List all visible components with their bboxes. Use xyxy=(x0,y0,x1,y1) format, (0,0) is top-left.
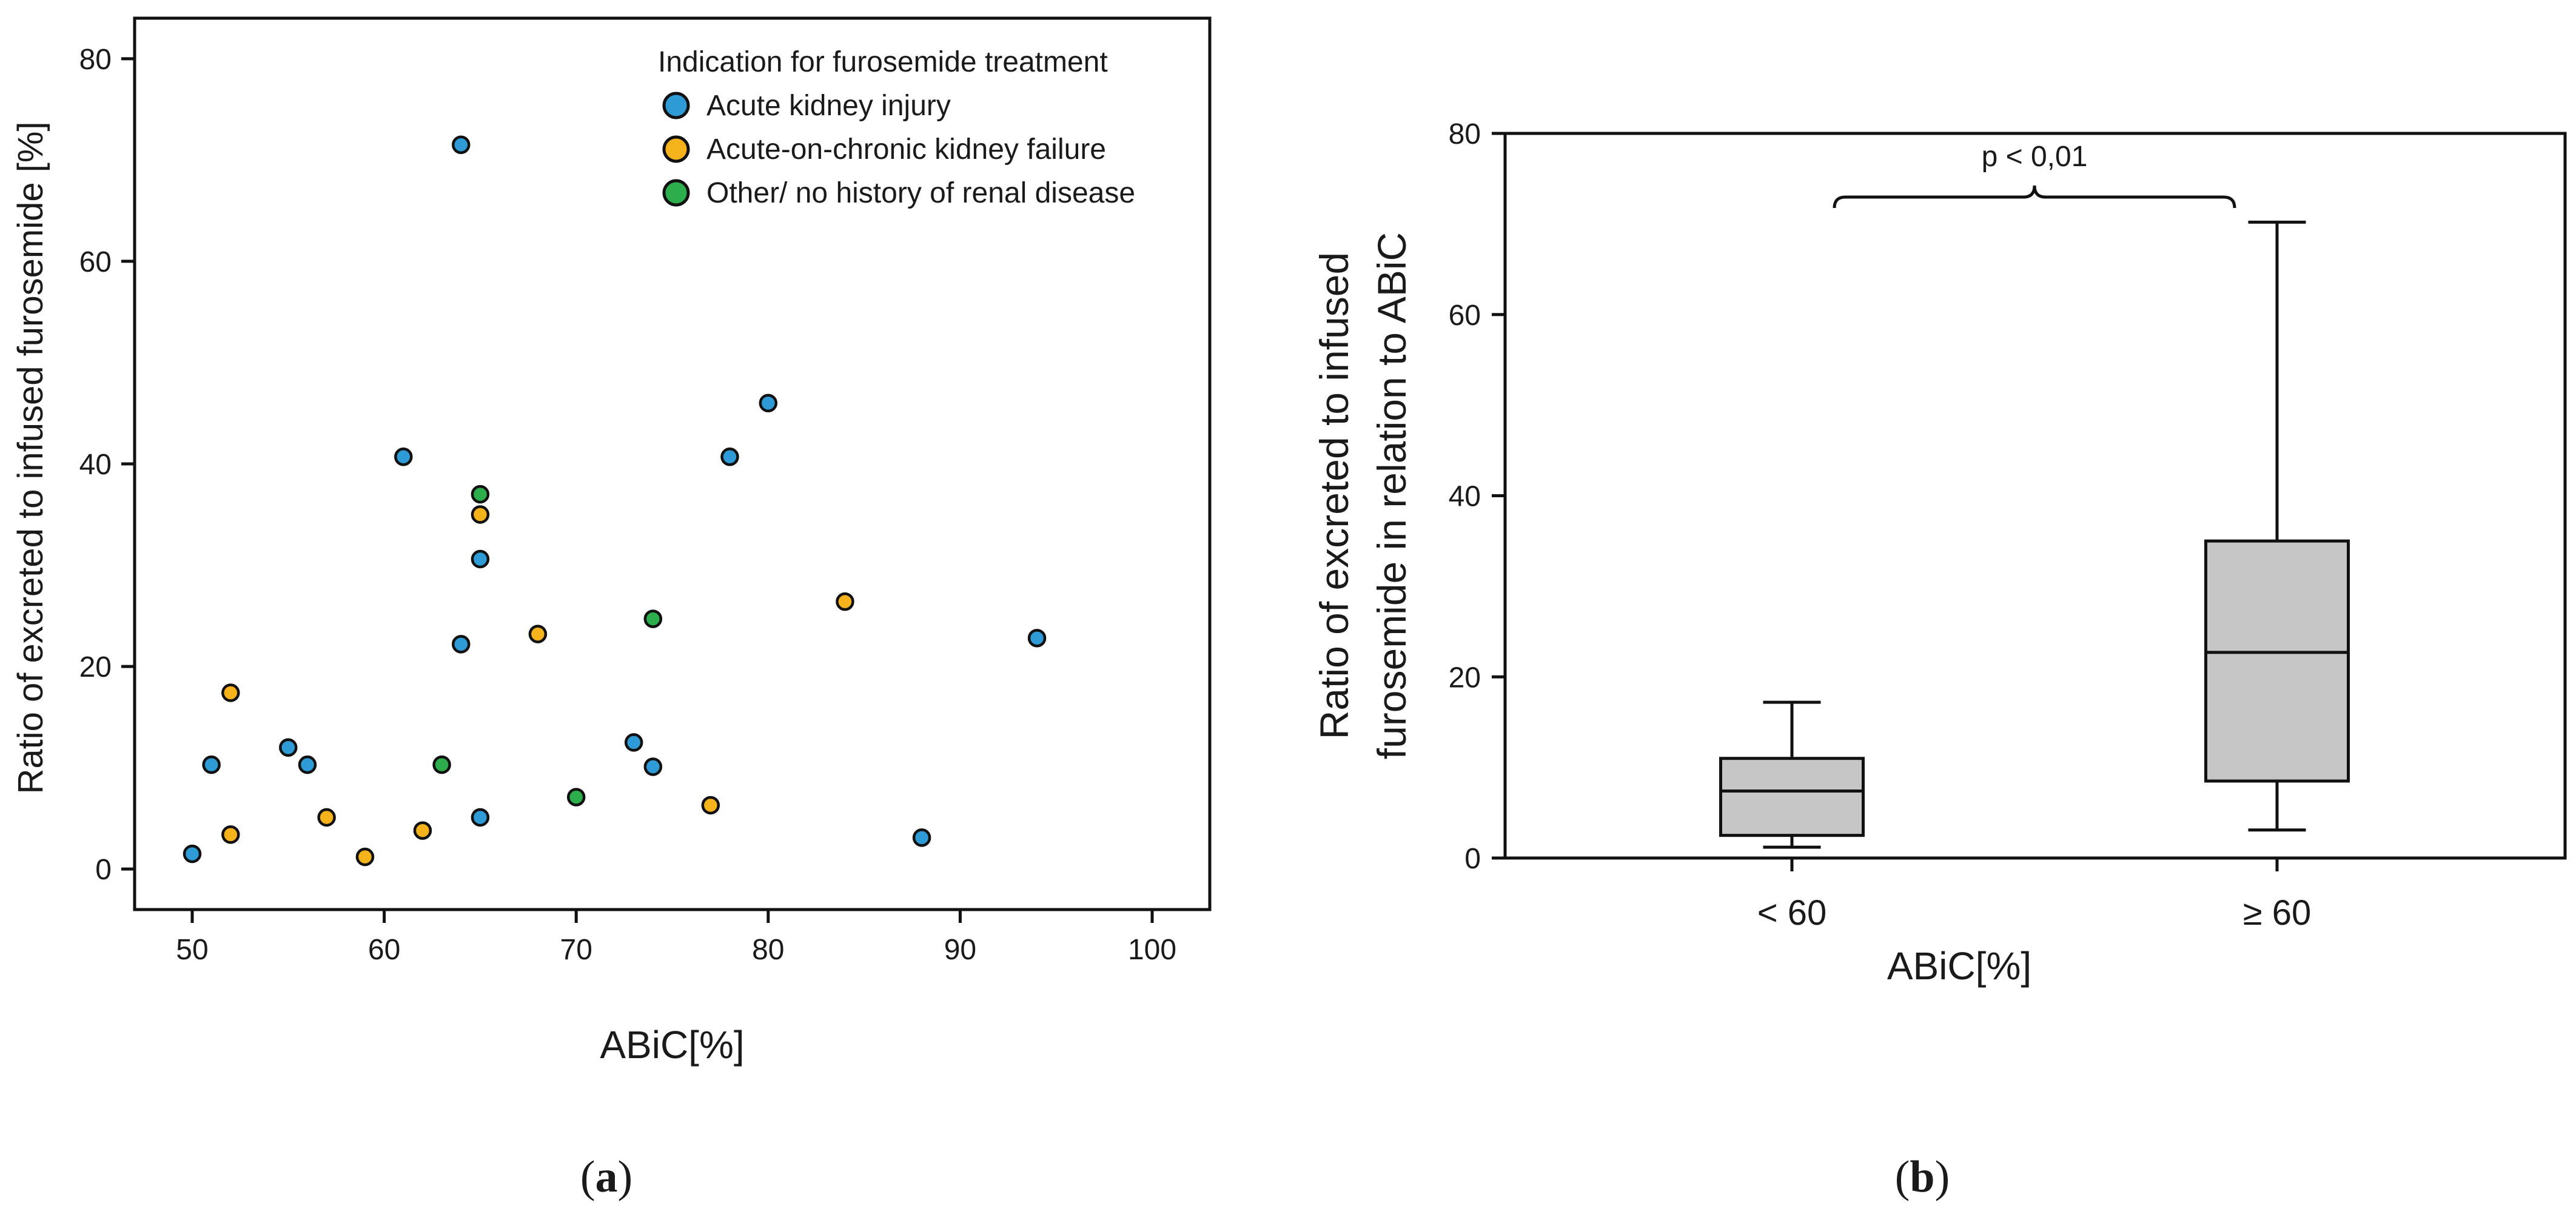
scatter-point xyxy=(836,592,854,611)
y-tick-label: 40 xyxy=(1449,481,1481,513)
x-tick-label: 50 xyxy=(176,934,208,966)
box-iqr xyxy=(1719,757,1865,837)
scatter-point xyxy=(432,755,451,774)
y-tick-label: 60 xyxy=(79,246,112,278)
box-group xyxy=(2204,220,2350,832)
y-tick-label: 20 xyxy=(79,651,112,683)
y-tick-label: 0 xyxy=(95,854,112,886)
scatter-y-axis: 0 20 40 60 80 xyxy=(79,44,135,886)
scatter-point xyxy=(471,505,490,524)
legend-marker xyxy=(662,92,690,119)
scatter-point xyxy=(221,683,240,702)
scatter-point xyxy=(202,755,221,774)
scatter-point xyxy=(912,828,931,847)
x-tick-label: 80 xyxy=(752,934,784,966)
scatter-point xyxy=(279,738,298,757)
scatter-point xyxy=(643,609,663,628)
panel-b-label: (b) xyxy=(1895,1152,1950,1202)
legend-marker xyxy=(662,179,690,207)
y-tick-label: 20 xyxy=(1449,662,1481,694)
scatter-point xyxy=(471,549,490,569)
legend-label: Other/ no history of renal disease xyxy=(706,177,1135,209)
scatter-point xyxy=(624,733,643,752)
box-x-axis: < 60 ≥ 60 xyxy=(1757,858,2311,933)
scatter-point xyxy=(759,394,778,413)
category-label: ≥ 60 xyxy=(2243,893,2311,933)
box-iqr xyxy=(2204,539,2350,783)
scatter-point xyxy=(183,844,202,863)
box-plot-frame xyxy=(1503,132,2567,860)
scatter-point xyxy=(566,788,586,806)
significance-label: p < 0,01 xyxy=(1982,141,2088,173)
box-y-axis-label-line-1: Ratio of excreted to infused xyxy=(1312,252,1357,739)
significance-brace xyxy=(1833,185,2236,209)
legend-marker xyxy=(662,135,690,163)
scatter-point xyxy=(701,796,720,815)
x-tick-label: 100 xyxy=(1128,934,1176,966)
legend-label: Acute-on-chronic kidney failure xyxy=(706,133,1106,166)
box-x-axis-label: ABiC[%] xyxy=(1887,944,2031,988)
x-tick-label: 60 xyxy=(368,934,400,966)
box-panel: 0 20 40 60 80 < 60 ≥ 60 p < 0,01 ABiC[%] Rati… xyxy=(1312,118,2567,1202)
scatter-point xyxy=(451,135,471,155)
scatter-point xyxy=(221,825,240,844)
legend-title: Indication for furosemide treatment xyxy=(658,46,1108,78)
scatter-point xyxy=(355,847,375,867)
box-series xyxy=(1719,220,2350,849)
scatter-point xyxy=(413,821,432,840)
box-group xyxy=(1719,700,1865,849)
category-label: < 60 xyxy=(1757,893,1827,933)
scatter-point xyxy=(528,625,548,643)
y-tick-label: 80 xyxy=(1449,118,1481,150)
legend-label: Acute kidney injury xyxy=(706,90,951,122)
scatter-point xyxy=(298,755,317,774)
scatter-point xyxy=(720,448,739,466)
scatter-point xyxy=(471,484,490,504)
y-tick-label: 40 xyxy=(79,449,112,481)
y-tick-label: 80 xyxy=(79,44,112,76)
y-tick-label: 60 xyxy=(1449,300,1481,332)
scatter-point xyxy=(317,808,336,827)
scatter-point xyxy=(471,808,490,827)
scatter-point xyxy=(394,448,413,466)
box-y-axis-label-line-2: furosemide in relation to ABiC xyxy=(1369,232,1414,759)
scatter-y-axis-label: Ratio of excreted to infused furosemide … xyxy=(11,121,50,794)
scatter-point xyxy=(451,635,471,654)
y-tick-label: 0 xyxy=(1464,843,1481,875)
scatter-point xyxy=(643,757,663,776)
x-tick-label: 70 xyxy=(560,934,592,966)
x-tick-label: 90 xyxy=(944,934,976,966)
scatter-points xyxy=(183,135,1047,867)
scatter-point xyxy=(1027,629,1047,648)
box-y-axis: 0 20 40 60 80 xyxy=(1449,118,1505,875)
scatter-legend: Indication for furosemide treatment Acut… xyxy=(658,46,1135,209)
panel-a-label: (a) xyxy=(580,1152,632,1202)
scatter-x-axis: 50 60 70 80 90 100 xyxy=(176,910,1176,966)
scatter-panel: 50 60 70 80 90 100 0 20 40 60 80 Indication for f… xyxy=(11,16,1212,1202)
scatter-x-axis-label: ABiC[%] xyxy=(600,1023,744,1067)
